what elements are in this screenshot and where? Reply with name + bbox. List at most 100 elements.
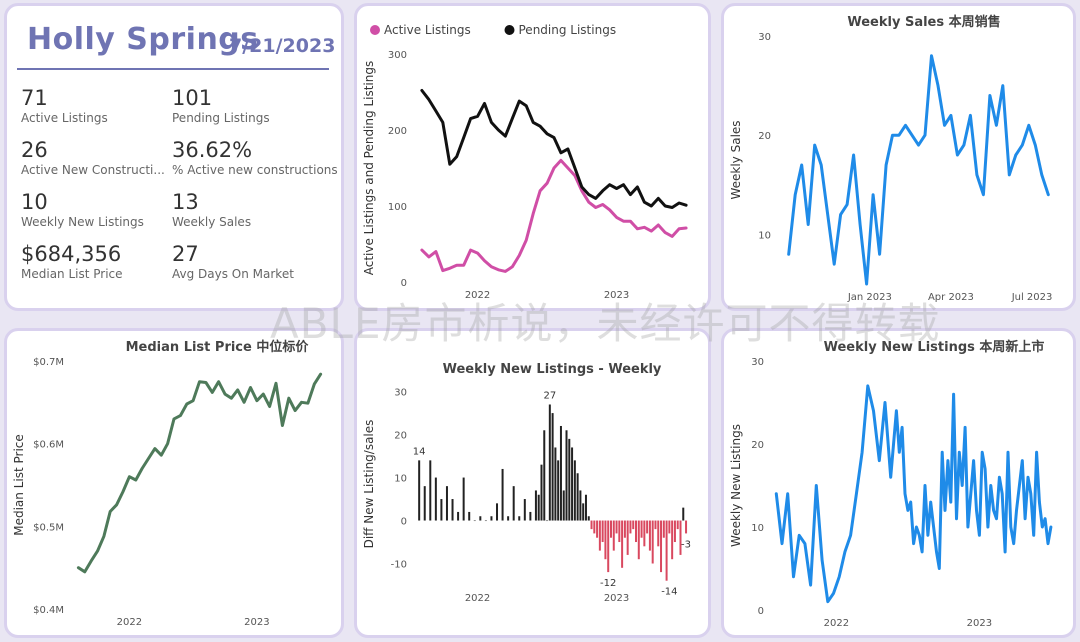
bar bbox=[676, 520, 679, 530]
data-label: 14 bbox=[413, 446, 426, 457]
bar bbox=[468, 511, 471, 521]
bar bbox=[418, 460, 421, 521]
kpi-label: Median List Price bbox=[21, 267, 123, 281]
kpi-value: 13 bbox=[172, 190, 199, 214]
kpi-card: Holly Springs 7/21/2023 71 Active Listin… bbox=[4, 3, 344, 311]
data-label: -3 bbox=[681, 539, 691, 550]
kpi-label: Weekly Sales bbox=[172, 215, 252, 229]
bar bbox=[501, 468, 504, 521]
y-tick-label: $0.4M bbox=[33, 605, 64, 616]
bar bbox=[490, 516, 493, 521]
bar bbox=[423, 486, 426, 521]
median-list-price-chart-card: Median List Price 中位标价 $0.4M $0.5M $0.6M $0.… bbox=[4, 328, 344, 638]
kpi-pct-active-new-construction: 36.62% % Active new constructions bbox=[172, 138, 338, 178]
y-tick-label: 10 bbox=[758, 230, 771, 241]
x-tick-label: 2023 bbox=[604, 290, 629, 301]
kpi-value: 10 bbox=[21, 190, 48, 214]
series-line-1 bbox=[420, 158, 688, 273]
kpi-weekly-new-listings: 10 Weekly New Listings bbox=[21, 190, 181, 230]
bar bbox=[529, 511, 532, 521]
weekly-sales-chart-card: Weekly Sales 本周销售 10 20 30 Weekly Sales Jan 2… bbox=[721, 3, 1076, 311]
weekly-new-listings-chart-card: Weekly New Listings 本周新上市 0 10 20 30 Weekly N… bbox=[721, 328, 1076, 638]
bar bbox=[576, 473, 579, 521]
bar bbox=[473, 520, 476, 522]
x-tick-label: 2023 bbox=[967, 618, 992, 629]
bar bbox=[440, 499, 443, 521]
bar bbox=[651, 520, 654, 564]
chart-title: Median List Price 中位标价 bbox=[126, 339, 310, 355]
bar bbox=[559, 425, 562, 521]
y-tick-label: $0.6M bbox=[33, 440, 64, 451]
kpi-pending-listings: 101 Pending Listings bbox=[172, 86, 332, 126]
bar bbox=[565, 430, 568, 521]
bar bbox=[601, 520, 604, 543]
bar bbox=[590, 520, 593, 530]
y-tick-label: $0.7M bbox=[33, 357, 64, 368]
bar bbox=[523, 499, 526, 521]
bar bbox=[621, 520, 624, 568]
x-tick-label: 2022 bbox=[824, 618, 849, 629]
bar bbox=[562, 490, 565, 521]
legend-marker-2 bbox=[504, 25, 515, 35]
bar bbox=[554, 447, 557, 521]
kpi-label: Active New Constructi... bbox=[21, 163, 165, 177]
bar bbox=[537, 494, 540, 521]
series-line-1 bbox=[774, 384, 1053, 604]
kpi-label: Pending Listings bbox=[172, 111, 270, 125]
bar bbox=[632, 520, 635, 530]
bar bbox=[571, 447, 574, 521]
bar bbox=[637, 520, 640, 560]
bar bbox=[573, 460, 576, 521]
y-tick-label: 30 bbox=[394, 388, 407, 399]
bar bbox=[646, 520, 649, 534]
bar bbox=[462, 477, 465, 521]
bar bbox=[660, 520, 663, 573]
x-tick-label: 2022 bbox=[465, 593, 490, 604]
bar bbox=[512, 486, 515, 521]
bar bbox=[648, 520, 651, 551]
bar bbox=[496, 503, 499, 521]
x-tick-label: 2022 bbox=[465, 290, 490, 301]
kpi-value: 71 bbox=[21, 86, 48, 110]
kpi-weekly-sales: 13 Weekly Sales bbox=[172, 190, 332, 230]
y-axis-label: Median List Price bbox=[12, 434, 26, 536]
y-axis-label: Weekly New Listings bbox=[729, 424, 743, 547]
y-axis-label: Active Listings and Pending Listings bbox=[362, 61, 376, 276]
kpi-avg-days-on-market: 27 Avg Days On Market bbox=[172, 242, 332, 282]
bar bbox=[518, 516, 521, 521]
series-line-2 bbox=[420, 89, 688, 209]
kpi-value: 26 bbox=[21, 138, 48, 162]
y-tick-label: 200 bbox=[388, 126, 407, 137]
bar bbox=[682, 507, 685, 521]
y-tick-label: 100 bbox=[388, 202, 407, 213]
y-tick-label: $0.5M bbox=[33, 522, 64, 533]
kpi-value: 27 bbox=[172, 242, 199, 266]
bar bbox=[654, 520, 657, 530]
diff-new-listings-chart-card: Weekly New Listings - Weekly -10 0 10 20 30 Di… bbox=[354, 328, 711, 638]
bar bbox=[587, 516, 590, 521]
bar bbox=[612, 520, 615, 551]
y-tick-label: 20 bbox=[758, 131, 771, 142]
legend-marker-1 bbox=[370, 25, 380, 35]
x-tick-label: Jan 2023 bbox=[847, 292, 892, 303]
y-tick-label: -10 bbox=[391, 560, 407, 571]
kpi-label: % Active new constructions bbox=[172, 163, 338, 177]
y-tick-label: 10 bbox=[751, 523, 764, 534]
bar bbox=[582, 503, 585, 521]
y-tick-label: 0 bbox=[401, 278, 407, 289]
x-tick-label: 2023 bbox=[604, 593, 629, 604]
listings-chart: 0 100 200 300 Active Listings and Pending Li… bbox=[362, 23, 688, 301]
bar bbox=[534, 490, 537, 521]
bar bbox=[568, 438, 571, 521]
title-divider bbox=[17, 68, 329, 70]
y-tick-label: 30 bbox=[758, 32, 771, 43]
bar bbox=[668, 520, 671, 534]
bar bbox=[434, 477, 437, 521]
bar bbox=[679, 520, 682, 555]
bar bbox=[657, 520, 660, 547]
bar bbox=[635, 520, 638, 543]
bar bbox=[615, 520, 618, 534]
kpi-active-listings: 71 Active Listings bbox=[21, 86, 181, 126]
bar bbox=[685, 520, 688, 534]
data-label: -12 bbox=[600, 578, 616, 589]
